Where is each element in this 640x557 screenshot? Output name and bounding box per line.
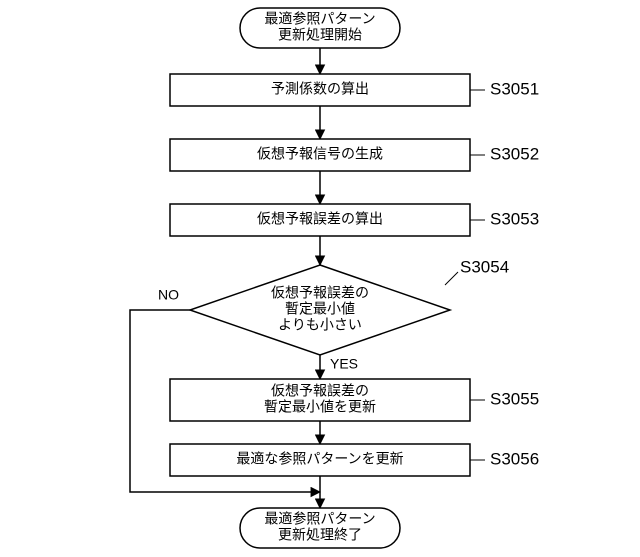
label-leader [445,272,458,285]
node-text: 仮想予報誤差の算出 [257,211,383,227]
branch-label-no: NO [158,287,179,303]
node-s3056: 最適な参照パターンを更新 [170,444,470,476]
node-s3052: 仮想予報信号の生成 [170,139,470,171]
flowchart-canvas: 最適参照パターン更新処理開始予測係数の算出仮想予報信号の生成仮想予報誤差の算出仮… [0,0,640,557]
node-start: 最適参照パターン更新処理開始 [240,8,400,48]
node-text: 予測係数の算出 [271,81,369,97]
branch-label-yes: YES [330,356,358,372]
step-label-s3054: S3054 [460,257,509,276]
node-text: 仮想予報誤差の [271,285,369,301]
node-text: 更新処理終了 [278,527,362,543]
node-s3051: 予測係数の算出 [170,74,470,106]
node-text: 最適参照パターン [264,11,375,27]
node-text: 仮想予報信号の生成 [257,146,383,162]
step-label-s3055: S3055 [490,389,539,408]
step-label-s3053: S3053 [490,209,539,228]
node-text: 暫定最小値を更新 [264,399,376,415]
nodes-group: 最適参照パターン更新処理開始予測係数の算出仮想予報信号の生成仮想予報誤差の算出仮… [170,8,470,548]
node-text: よりも小さい [278,317,362,333]
node-s3054: 仮想予報誤差の暫定最小値よりも小さい [190,265,450,355]
step-label-s3056: S3056 [490,449,539,468]
step-label-s3051: S3051 [490,79,539,98]
node-s3053: 仮想予報誤差の算出 [170,204,470,236]
node-end: 最適参照パターン更新処理終了 [240,508,400,548]
node-text: 最適な参照パターンを更新 [236,451,403,467]
node-text: 暫定最小値 [285,301,355,317]
node-s3055: 仮想予報誤差の暫定最小値を更新 [170,379,470,421]
node-text: 更新処理開始 [278,27,362,43]
step-label-s3052: S3052 [490,144,539,163]
node-text: 仮想予報誤差の [271,383,369,399]
node-text: 最適参照パターン [264,511,375,527]
